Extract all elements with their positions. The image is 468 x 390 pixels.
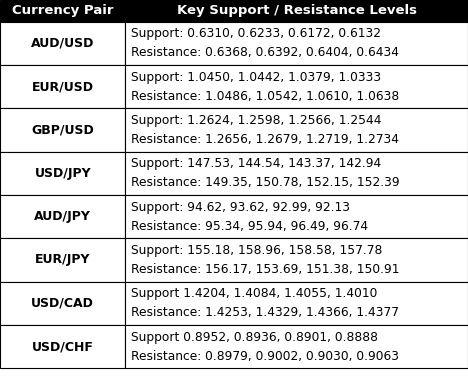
Bar [0,65,125,108]
Text: Key Support / Resistance Levels: Key Support / Resistance Levels [177,4,417,17]
Bar [125,0,468,22]
Text: Resistance: 0.8979, 0.9002, 0.9030, 0.9063: Resistance: 0.8979, 0.9002, 0.9030, 0.90… [132,350,399,363]
Text: GBP/USD: GBP/USD [31,124,94,136]
Bar [125,195,468,238]
Text: Resistance: 156.17, 153.69, 151.38, 150.91: Resistance: 156.17, 153.69, 151.38, 150.… [132,263,400,276]
Bar [0,195,125,238]
Text: Resistance: 1.0486, 1.0542, 1.0610, 1.0638: Resistance: 1.0486, 1.0542, 1.0610, 1.06… [132,90,400,103]
Text: USD/JPY: USD/JPY [35,167,91,180]
Text: Support: 94.62, 93.62, 92.99, 92.13: Support: 94.62, 93.62, 92.99, 92.13 [132,200,351,214]
Bar [125,65,468,108]
Text: Support: 1.2624, 1.2598, 1.2566, 1.2544: Support: 1.2624, 1.2598, 1.2566, 1.2544 [132,114,382,127]
Text: Support 1.4204, 1.4084, 1.4055, 1.4010: Support 1.4204, 1.4084, 1.4055, 1.4010 [132,287,378,300]
Bar [0,0,125,22]
Text: USD/CHF: USD/CHF [32,340,94,353]
Bar [125,22,468,65]
Text: Currency Pair: Currency Pair [12,4,113,17]
Text: Resistance: 95.34, 95.94, 96.49, 96.74: Resistance: 95.34, 95.94, 96.49, 96.74 [132,220,368,233]
Bar [0,325,125,368]
Bar [125,325,468,368]
Text: Resistance: 149.35, 150.78, 152.15, 152.39: Resistance: 149.35, 150.78, 152.15, 152.… [132,176,400,190]
Text: Resistance: 0.6368, 0.6392, 0.6404, 0.6434: Resistance: 0.6368, 0.6392, 0.6404, 0.64… [132,46,399,59]
Text: Support: 0.6310, 0.6233, 0.6172, 0.6132: Support: 0.6310, 0.6233, 0.6172, 0.6132 [132,27,381,40]
Bar [0,152,125,195]
Bar [0,22,125,65]
Text: Resistance: 1.2656, 1.2679, 1.2719, 1.2734: Resistance: 1.2656, 1.2679, 1.2719, 1.27… [132,133,399,146]
Bar [125,238,468,282]
Bar [125,282,468,325]
Text: EUR/JPY: EUR/JPY [35,254,90,266]
Bar [125,108,468,152]
Bar [0,238,125,282]
Text: EUR/USD: EUR/USD [32,80,94,93]
Bar [0,108,125,152]
Text: Support 0.8952, 0.8936, 0.8901, 0.8888: Support 0.8952, 0.8936, 0.8901, 0.8888 [132,331,379,344]
Text: Support: 1.0450, 1.0442, 1.0379, 1.0333: Support: 1.0450, 1.0442, 1.0379, 1.0333 [132,71,381,83]
Text: USD/CAD: USD/CAD [31,297,94,310]
Text: AUD/JPY: AUD/JPY [34,210,91,223]
Bar [0,282,125,325]
Bar [125,152,468,195]
Text: Resistance: 1.4253, 1.4329, 1.4366, 1.4377: Resistance: 1.4253, 1.4329, 1.4366, 1.43… [132,307,399,319]
Text: AUD/USD: AUD/USD [31,37,95,50]
Text: Support: 155.18, 158.96, 158.58, 157.78: Support: 155.18, 158.96, 158.58, 157.78 [132,244,383,257]
Text: Support: 147.53, 144.54, 143.37, 142.94: Support: 147.53, 144.54, 143.37, 142.94 [132,157,382,170]
